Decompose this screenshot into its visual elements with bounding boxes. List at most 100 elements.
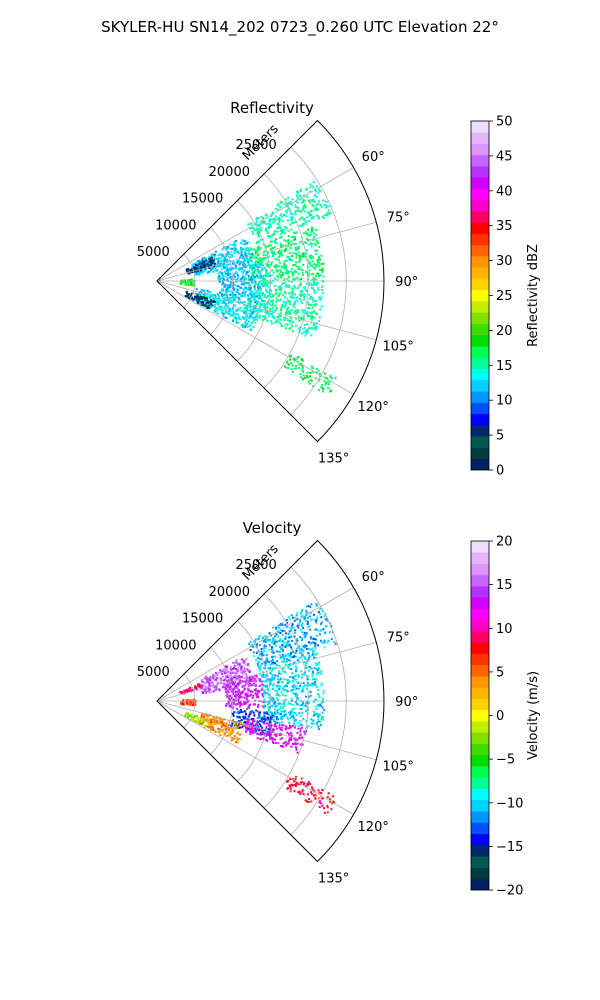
echo-point bbox=[232, 712, 234, 715]
echo-point bbox=[252, 646, 255, 648]
echo-point bbox=[242, 669, 245, 672]
echo-point bbox=[208, 677, 211, 680]
echo-point bbox=[294, 678, 297, 681]
echo-point bbox=[313, 281, 315, 284]
echo-point bbox=[290, 731, 293, 734]
echo-point bbox=[275, 291, 278, 294]
echo-point bbox=[308, 684, 311, 686]
echo-point bbox=[208, 267, 211, 269]
echo-point bbox=[306, 675, 309, 678]
echo-point bbox=[270, 719, 273, 722]
echo-point bbox=[241, 680, 244, 683]
echo-point bbox=[206, 297, 208, 300]
echo-point bbox=[287, 363, 290, 366]
echo-point bbox=[210, 725, 213, 728]
echo-point bbox=[306, 666, 309, 669]
echo-point bbox=[240, 270, 243, 273]
echo-point bbox=[316, 283, 319, 286]
echo-point bbox=[209, 301, 212, 304]
echo-point bbox=[227, 270, 230, 273]
echo-point bbox=[233, 675, 236, 678]
echo-point bbox=[292, 626, 295, 629]
echo-point bbox=[260, 716, 263, 719]
colorbar-tick-label: 0 bbox=[496, 464, 504, 479]
echo-point bbox=[325, 381, 328, 384]
echo-point bbox=[262, 315, 265, 317]
echo-point bbox=[300, 637, 303, 640]
echo-point bbox=[225, 288, 228, 291]
echo-point bbox=[303, 210, 306, 213]
echo-point bbox=[281, 306, 283, 308]
echo-point bbox=[281, 303, 284, 306]
echo-point bbox=[273, 220, 276, 223]
colorbar-segment bbox=[471, 424, 489, 437]
echo-point bbox=[189, 688, 191, 691]
echo-point bbox=[273, 641, 276, 644]
echo-point bbox=[278, 288, 281, 291]
echo-point bbox=[302, 223, 305, 226]
echo-point bbox=[253, 677, 256, 680]
echo-point bbox=[310, 637, 313, 640]
echo-point bbox=[278, 299, 281, 302]
echo-point bbox=[233, 316, 236, 319]
echo-point bbox=[246, 692, 249, 695]
echo-point bbox=[244, 310, 247, 313]
echo-point bbox=[271, 663, 274, 666]
echo-point bbox=[260, 674, 263, 677]
echo-point bbox=[313, 266, 316, 269]
echo-point bbox=[307, 657, 310, 660]
echo-point bbox=[270, 641, 273, 644]
echo-point bbox=[279, 728, 282, 731]
echo-point bbox=[227, 306, 230, 309]
echo-point bbox=[275, 694, 278, 696]
echo-point bbox=[314, 283, 317, 286]
echo-point bbox=[296, 751, 299, 754]
echo-point bbox=[247, 662, 250, 665]
echo-point bbox=[318, 296, 320, 299]
echo-point bbox=[284, 683, 287, 686]
echo-point bbox=[310, 726, 313, 729]
echo-point bbox=[258, 667, 261, 670]
echo-point bbox=[279, 654, 281, 656]
echo-point bbox=[203, 714, 206, 717]
echo-point bbox=[292, 703, 295, 706]
echo-point bbox=[210, 258, 213, 261]
echo-point bbox=[251, 274, 254, 277]
echo-point bbox=[291, 272, 294, 275]
echo-point bbox=[272, 715, 275, 718]
echo-point bbox=[290, 656, 292, 659]
echo-point bbox=[259, 286, 261, 288]
echo-point bbox=[292, 277, 295, 280]
echo-point bbox=[191, 297, 193, 300]
echo-point bbox=[319, 316, 321, 319]
echo-point bbox=[260, 280, 263, 283]
echo-point bbox=[308, 282, 311, 285]
echo-point bbox=[251, 710, 254, 712]
echo-point bbox=[244, 694, 247, 697]
echo-point bbox=[225, 684, 228, 687]
echo-point bbox=[253, 227, 255, 230]
echo-point bbox=[195, 266, 198, 268]
echo-point bbox=[257, 289, 259, 291]
echo-point bbox=[310, 228, 313, 231]
echo-point bbox=[257, 733, 260, 736]
echo-point bbox=[267, 706, 270, 709]
echo-point bbox=[319, 204, 322, 206]
echo-point bbox=[251, 255, 254, 258]
echo-point bbox=[307, 685, 310, 688]
echo-point bbox=[311, 670, 314, 673]
echo-point bbox=[283, 301, 286, 304]
echo-point bbox=[235, 267, 237, 270]
echo-point bbox=[295, 699, 298, 702]
echo-point bbox=[318, 713, 321, 716]
echo-point bbox=[270, 678, 273, 681]
echo-point bbox=[288, 311, 291, 313]
echo-point bbox=[290, 309, 293, 311]
echo-point bbox=[191, 271, 194, 274]
echo-point bbox=[295, 357, 298, 360]
echo-point bbox=[285, 283, 288, 286]
echo-point bbox=[235, 313, 238, 316]
echo-point bbox=[246, 326, 249, 329]
echo-point bbox=[200, 301, 203, 304]
echo-point bbox=[302, 374, 305, 377]
